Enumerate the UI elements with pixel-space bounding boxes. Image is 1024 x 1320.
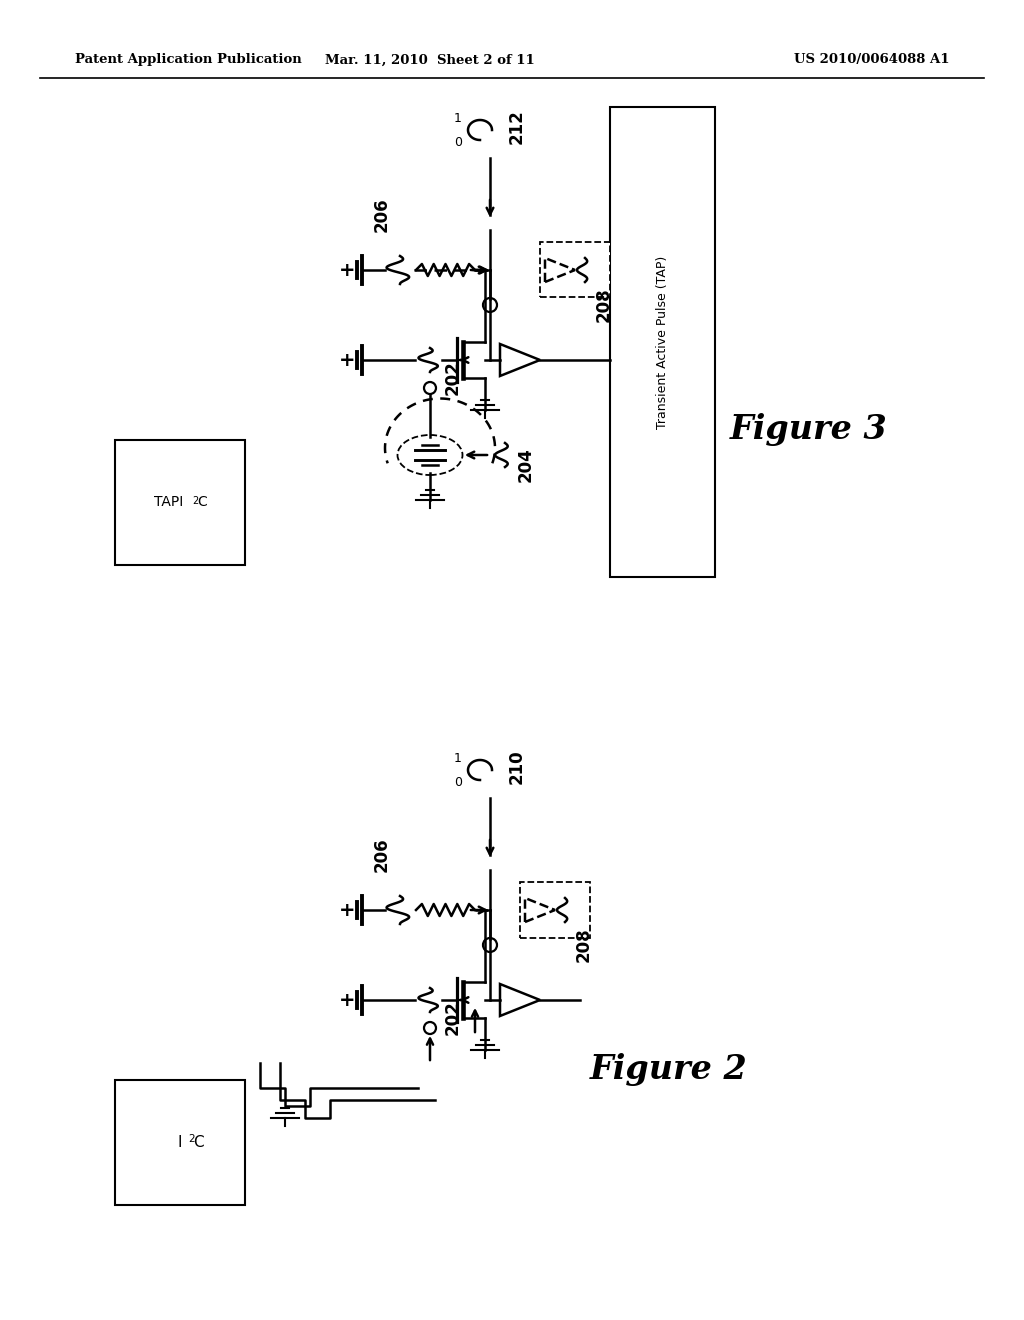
Text: 206: 206: [373, 198, 391, 232]
Circle shape: [424, 1022, 436, 1034]
Bar: [520, 882, 590, 939]
Text: TAPI: TAPI: [154, 495, 183, 510]
Bar: [115, 440, 245, 565]
Text: 0: 0: [454, 136, 462, 149]
Text: US 2010/0064088 A1: US 2010/0064088 A1: [795, 54, 950, 66]
Text: 0: 0: [454, 776, 462, 788]
Text: 204: 204: [517, 447, 535, 482]
Text: 208: 208: [595, 288, 613, 322]
Text: Transient Active Pulse (TAP): Transient Active Pulse (TAP): [656, 255, 669, 429]
Text: 212: 212: [508, 110, 526, 144]
Text: C: C: [193, 1135, 204, 1150]
Text: I: I: [177, 1135, 182, 1150]
Text: Patent Application Publication: Patent Application Publication: [75, 54, 302, 66]
Ellipse shape: [397, 436, 463, 475]
Text: Figure 3: Figure 3: [730, 413, 888, 446]
Text: 202: 202: [444, 1001, 462, 1035]
Bar: [610, 107, 715, 577]
Text: 1: 1: [454, 111, 462, 124]
Text: 208: 208: [575, 928, 593, 962]
Bar: [115, 1080, 245, 1205]
Text: +: +: [339, 260, 355, 280]
Text: +: +: [339, 990, 355, 1010]
Text: +: +: [339, 351, 355, 370]
Bar: [540, 242, 610, 297]
Text: 1: 1: [454, 751, 462, 764]
Text: +: +: [339, 900, 355, 920]
Text: 2: 2: [193, 495, 199, 506]
Text: 210: 210: [508, 750, 526, 784]
Text: 202: 202: [444, 360, 462, 396]
Circle shape: [483, 298, 497, 312]
Text: Mar. 11, 2010  Sheet 2 of 11: Mar. 11, 2010 Sheet 2 of 11: [326, 54, 535, 66]
Circle shape: [483, 939, 497, 952]
Text: 2: 2: [188, 1134, 195, 1144]
Text: 206: 206: [373, 838, 391, 873]
Text: C: C: [197, 495, 207, 510]
Text: Figure 2: Figure 2: [590, 1053, 748, 1086]
Circle shape: [424, 381, 436, 393]
